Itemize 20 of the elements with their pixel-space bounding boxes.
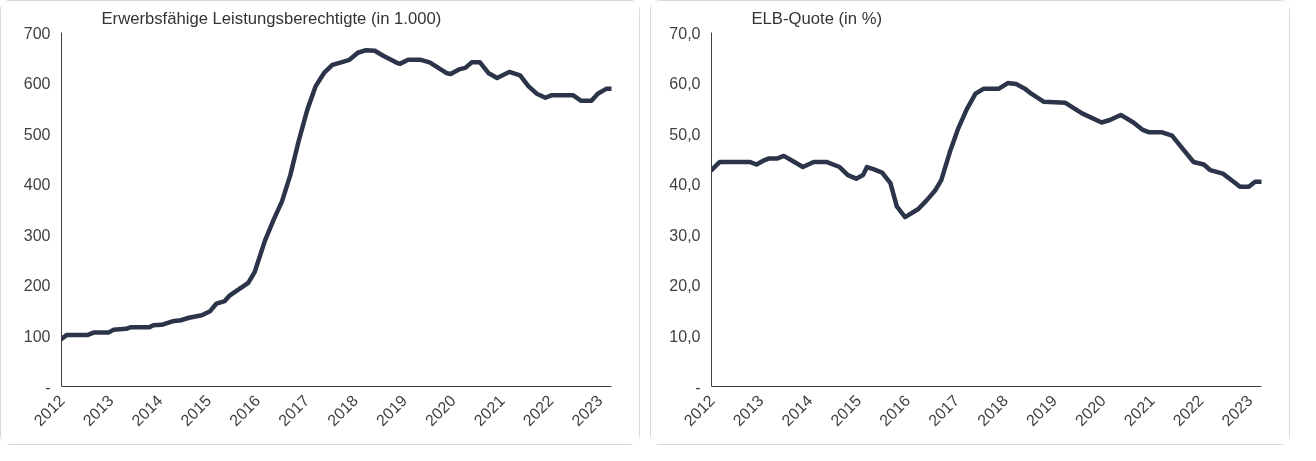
line-series xyxy=(711,80,1262,220)
y-tick-label: 70,0 xyxy=(669,24,701,42)
y-tick-label: 20,0 xyxy=(669,277,701,295)
chart-title: Erwerbsfähige Leistungsberechtigte (in 1.000) xyxy=(101,8,442,28)
y-tick-label: 10,0 xyxy=(669,327,701,345)
y-tick-label: 400 xyxy=(23,176,51,194)
chart-title: ELB-Quote (in %) xyxy=(751,8,883,28)
y-tick-label: - xyxy=(45,378,51,396)
y-tick-label: 60,0 xyxy=(669,75,701,93)
y-tick-label: 200 xyxy=(23,277,51,295)
y-tick-label: 600 xyxy=(23,75,51,93)
y-tick-label: 40,0 xyxy=(669,176,701,194)
y-tick-label: 500 xyxy=(23,125,51,143)
y-tick-label: 100 xyxy=(23,327,51,345)
y-tick-label: 50,0 xyxy=(669,125,701,143)
line-series xyxy=(61,47,612,342)
y-tick-label: 700 xyxy=(23,24,51,42)
y-tick-label: 300 xyxy=(23,226,51,244)
y-tick-label: 30,0 xyxy=(669,226,701,244)
y-tick-label: - xyxy=(695,378,701,396)
